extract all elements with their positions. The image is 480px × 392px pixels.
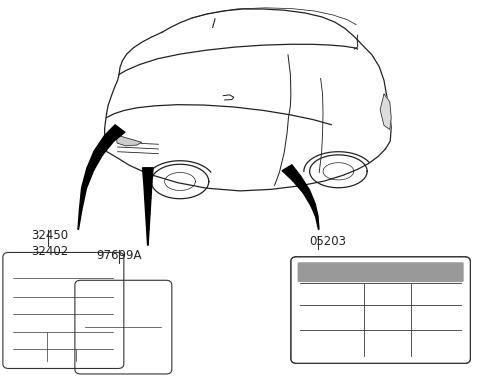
Polygon shape xyxy=(303,190,315,205)
Polygon shape xyxy=(94,136,114,155)
FancyBboxPatch shape xyxy=(298,262,464,282)
Polygon shape xyxy=(146,214,150,229)
Polygon shape xyxy=(116,134,142,146)
Polygon shape xyxy=(147,229,149,245)
Text: 32450
32402: 32450 32402 xyxy=(31,229,69,258)
Polygon shape xyxy=(82,169,94,189)
Polygon shape xyxy=(143,168,153,182)
Polygon shape xyxy=(78,210,82,229)
Polygon shape xyxy=(145,198,151,214)
Polygon shape xyxy=(144,182,152,198)
Polygon shape xyxy=(380,94,391,129)
Text: 05203: 05203 xyxy=(310,235,347,248)
Polygon shape xyxy=(80,188,86,210)
Polygon shape xyxy=(105,125,125,141)
Polygon shape xyxy=(311,204,318,217)
Polygon shape xyxy=(282,165,300,181)
Polygon shape xyxy=(292,176,309,193)
Polygon shape xyxy=(316,216,319,229)
Polygon shape xyxy=(87,151,103,171)
Text: 97699A: 97699A xyxy=(96,249,141,262)
